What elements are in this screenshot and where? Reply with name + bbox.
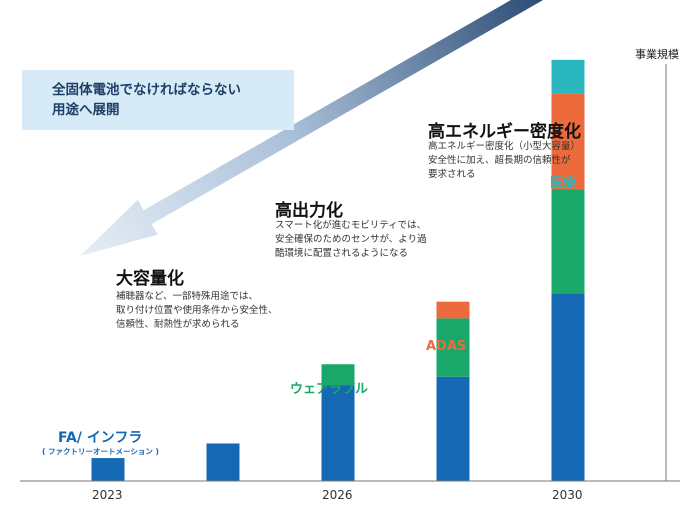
note-text: 全固体電池でなければならない 用途へ展開	[52, 80, 241, 120]
category-label-medical: 医療	[550, 176, 577, 191]
x-tick-label: 2030	[552, 488, 583, 502]
bar-wearable-4	[551, 189, 585, 294]
category-label-wearable: ウェアラブル	[290, 382, 369, 397]
category-label-fa: FA/ インフラ	[58, 430, 143, 446]
bar-adas-3	[436, 301, 470, 319]
category-label-adas: ADAS	[426, 339, 467, 354]
bar-wearable-3	[436, 318, 470, 377]
x-tick-label: 2023	[92, 488, 123, 502]
phase-desc-output: スマート化が進むモビリティでは、 安全確保のためのセンサが、より過 酷環境に配置…	[275, 220, 427, 259]
bar-fa-1	[206, 443, 240, 481]
note-line-2: 用途へ展開	[52, 102, 120, 118]
note-box	[22, 70, 294, 130]
bar-fa-2	[321, 385, 355, 481]
bar-adas-4	[551, 93, 585, 190]
phase-desc-energy: 高エネルギー密度化（小型大容量） 安全性に加え、超長期の信頼性が 要求される	[428, 141, 581, 180]
bar-fa-4	[551, 293, 585, 481]
note-line-1: 全固体電池でなければならない	[52, 82, 241, 98]
phase-title-capacity: 大容量化	[116, 269, 184, 289]
bar-wearable-2	[321, 364, 355, 386]
bar-fa-3	[436, 376, 470, 481]
x-tick-label: 2026	[322, 488, 353, 502]
phase-title-energy: 高エネルギー密度化	[428, 122, 581, 142]
bars-group	[91, 59, 585, 481]
phase-title-output: 高出力化	[275, 201, 343, 221]
growth-arrow	[80, 0, 560, 256]
bar-medical-4	[551, 59, 585, 94]
y-axis-label: 事業規模	[635, 48, 679, 61]
category-sublabel-fa: ( ファクトリーオートメーション )	[42, 447, 159, 456]
bar-fa-0	[91, 458, 125, 481]
phase-desc-capacity: 補聴器など、一部特殊用途では、 取り付け位置や使用条件から安全性、 信頼性、耐熱…	[116, 291, 278, 330]
